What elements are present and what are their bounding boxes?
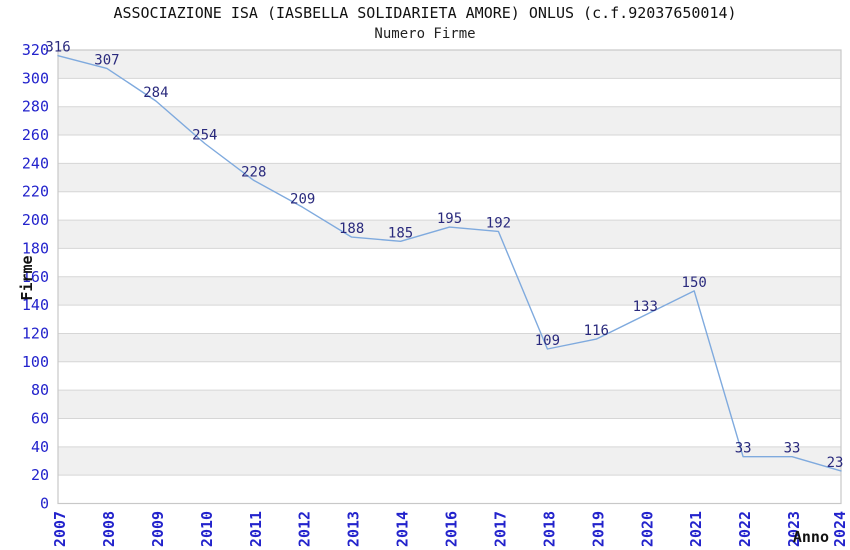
data-point-label: 109 [535,333,560,349]
y-tick-label: 20 [31,466,49,484]
y-tick-label: 0 [40,495,49,513]
data-point-label: 209 [290,191,315,207]
x-tick-label: 2017 [491,511,509,547]
plot-band [58,446,841,476]
x-tick-label: 2009 [149,511,167,547]
plot-band [58,163,841,192]
x-tick-label: 2018 [540,511,558,547]
plot-border [57,49,842,505]
y-tick-label: 60 [31,409,49,427]
chart-subtitle: Numero Firme [374,26,476,42]
data-point-label: 195 [437,211,462,227]
plot-band [58,333,841,362]
data-point-label: 150 [682,275,707,291]
chart-title: ASSOCIAZIONE ISA (IASBELLA SOLIDARIETA A… [113,4,737,22]
x-tick-label: 2010 [198,511,216,547]
data-point-label: 23 [827,455,844,471]
x-tick-label: 2022 [736,511,754,547]
plot-band [58,50,841,79]
y-tick-label: 120 [22,324,49,342]
data-point-label: 316 [45,40,70,56]
data-point-label: 192 [486,215,511,231]
x-tick-label: 2012 [296,511,314,547]
x-tick-label: 2016 [443,511,461,547]
data-point-label: 228 [241,164,266,180]
x-tick-label: 2019 [589,511,607,547]
y-axis-title: Firme [18,255,36,301]
y-tick-label: 220 [22,183,49,201]
data-point-label: 307 [94,52,119,68]
data-point-label: 133 [633,299,658,315]
x-tick-label: 2011 [247,511,265,547]
y-tick-label: 240 [22,154,49,172]
data-point-label: 254 [192,128,217,144]
y-tick-label: 280 [22,98,49,116]
y-tick-label: 180 [22,239,49,257]
data-line [57,55,842,472]
plot-band [58,276,841,306]
y-tick-label: 40 [31,438,49,456]
x-tick-label: 2007 [51,511,69,547]
y-tick-label: 320 [22,41,49,59]
y-tick-label: 200 [22,211,49,229]
data-point-label: 284 [143,85,168,101]
x-tick-label: 2023 [785,511,803,547]
plot-band [58,390,841,419]
data-point-label: 33 [735,441,752,457]
data-point-label: 116 [584,323,609,339]
y-tick-label: 300 [22,69,49,87]
y-tick-label: 80 [31,381,49,399]
data-point-label: 33 [784,441,801,457]
x-axis-title: Anno [792,528,829,546]
y-tick-label: 160 [22,268,49,286]
plot-band [58,220,841,249]
y-tick-label: 260 [22,126,49,144]
x-tick-label: 2008 [100,511,118,547]
y-tick-label: 100 [22,353,49,371]
x-tick-label: 2024 [831,511,849,547]
data-point-label: 188 [339,221,364,237]
x-tick-label: 2013 [345,511,363,547]
data-point-label: 185 [388,225,413,241]
plot-band [58,106,841,136]
x-tick-label: 2021 [687,511,705,547]
x-tick-label: 2014 [394,511,412,547]
x-tick-label: 2020 [638,511,656,547]
y-tick-label: 140 [22,296,49,314]
